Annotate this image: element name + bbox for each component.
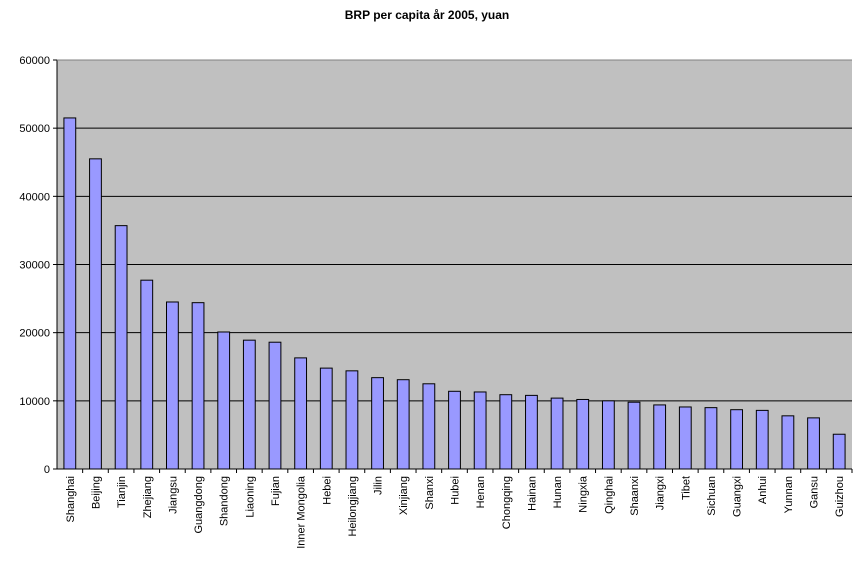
bar-guangxi bbox=[730, 409, 743, 470]
y-tick-label: 40000 bbox=[19, 191, 50, 203]
bar-zhejiang bbox=[140, 279, 154, 470]
x-tick-label: Jiangsu bbox=[167, 476, 179, 514]
bar-fujian bbox=[268, 341, 282, 470]
x-tick-label: Jilin bbox=[373, 476, 385, 495]
x-tick-label: Chongqing bbox=[501, 476, 513, 529]
bar-jiangsu bbox=[166, 301, 179, 470]
x-tick-label: Yunnan bbox=[783, 476, 795, 513]
bar-jiangxi bbox=[653, 404, 667, 470]
x-tick-label: Henan bbox=[475, 476, 487, 508]
bar-liaoning bbox=[242, 339, 256, 470]
bar-beijing bbox=[89, 158, 102, 470]
bar-hainan bbox=[525, 394, 538, 470]
x-tick-labels: Shanghai Beijing Tianjin Zhejiang Jiangsu Gua… bbox=[65, 475, 846, 549]
y-tick-labels: 0 10000 20000 30000 40000 50000 60000 bbox=[19, 55, 50, 476]
x-tick-label: Guangdong bbox=[193, 476, 205, 534]
x-tick-label: Anhui bbox=[757, 476, 769, 504]
x-tick-label: Shandong bbox=[219, 476, 231, 526]
axes bbox=[56, 59, 852, 470]
bar-hubei bbox=[448, 390, 461, 470]
bar-shaanxi bbox=[627, 401, 641, 470]
bar-gansu bbox=[807, 417, 820, 470]
y-tick-label: 0 bbox=[44, 464, 50, 476]
x-tick-label: Shanghai bbox=[65, 476, 77, 523]
bar-xinjiang bbox=[396, 379, 410, 470]
x-tick-label: Beijing bbox=[90, 476, 102, 509]
x-tick-label: Hainan bbox=[526, 476, 538, 511]
x-tick-label: Zhejiang bbox=[142, 476, 154, 518]
bar-tibet bbox=[678, 406, 692, 470]
bar-sichuan bbox=[704, 407, 718, 470]
y-tick-label: 10000 bbox=[19, 396, 50, 408]
x-tick-label: Inner Mongolia bbox=[296, 475, 308, 549]
y-tick-label: 30000 bbox=[19, 260, 50, 272]
bar-hunan bbox=[550, 397, 564, 470]
bar-guizhou bbox=[832, 433, 846, 470]
x-tick-label: Shanxi bbox=[424, 476, 436, 510]
x-tick-label: Heilongjiang bbox=[347, 476, 359, 537]
x-tick-label: Shaanxi bbox=[629, 476, 641, 516]
x-tick-label: Sichuan bbox=[706, 476, 718, 516]
y-tick-label: 20000 bbox=[19, 328, 50, 340]
bar-anhui bbox=[755, 409, 769, 470]
bar-hebei bbox=[319, 367, 333, 470]
bar-qinghai bbox=[601, 400, 615, 470]
y-tick-label: 60000 bbox=[19, 55, 50, 67]
bars bbox=[63, 117, 853, 473]
bar-shandong bbox=[217, 331, 231, 470]
x-tick-label: Guangxi bbox=[732, 476, 744, 517]
x-tick-label: Jiangxi bbox=[655, 476, 667, 510]
chart-title: BRP per capita år 2005, yuan bbox=[344, 8, 510, 22]
bar-tianjin bbox=[114, 225, 128, 470]
bar-shanghai bbox=[63, 117, 77, 470]
x-tick-label: Tibet bbox=[680, 476, 692, 500]
x-tick-label: Ningxia bbox=[578, 475, 590, 513]
bar-chongqing bbox=[499, 394, 513, 470]
bar-shanxi bbox=[422, 383, 436, 470]
bar-henan bbox=[473, 391, 487, 470]
x-tick-label: Liaoning bbox=[244, 476, 256, 518]
x-tick-label: Hunan bbox=[552, 476, 564, 508]
x-tick-label: Tianjin bbox=[116, 476, 128, 508]
bar-jilin bbox=[371, 377, 384, 470]
bar-ningxia bbox=[576, 398, 590, 470]
x-tick-label: Gansu bbox=[809, 476, 821, 508]
x-tick-label: Qinghai bbox=[603, 476, 615, 514]
x-tick-label: Guizhou bbox=[834, 476, 846, 517]
bar-heilongjiang bbox=[345, 370, 359, 470]
x-tick-label: Hubei bbox=[450, 476, 462, 505]
x-tick-label: Hebei bbox=[321, 476, 333, 505]
y-tick-label: 50000 bbox=[19, 123, 50, 135]
bar-guangdong bbox=[191, 302, 205, 470]
bar-yunnan bbox=[781, 415, 795, 470]
bar-inner-mongolia bbox=[294, 357, 308, 470]
x-tick-label: Xinjiang bbox=[398, 476, 410, 515]
x-tick-label: Fujian bbox=[270, 476, 282, 506]
